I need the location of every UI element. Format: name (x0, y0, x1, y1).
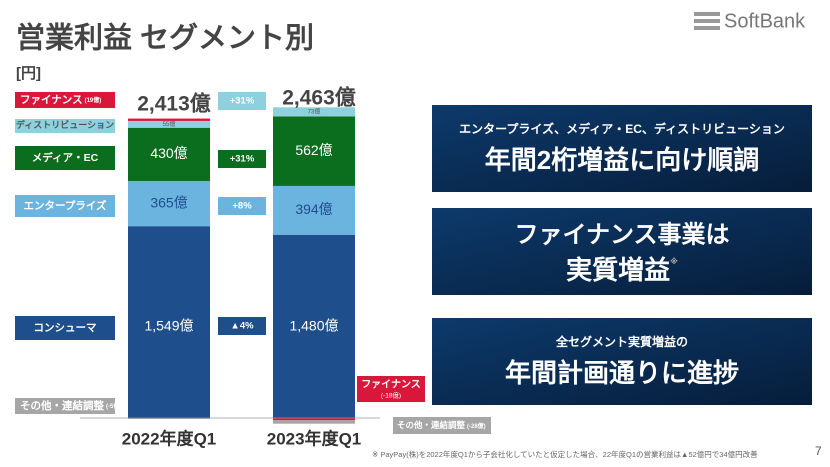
change-box (218, 317, 266, 335)
legend-label: ディストリビューション (16, 119, 114, 130)
panel-mark: ※ (670, 256, 678, 266)
bar-segment (273, 418, 355, 421)
legend-label: その他・連結調整 (-5億) (20, 399, 121, 412)
other-name: その他・連結調整 (397, 420, 466, 430)
bar-segment (128, 120, 210, 128)
bar-segment (128, 418, 210, 419)
logo: SoftBank (724, 10, 806, 32)
title: 営業利益 セグメント別 (16, 21, 314, 55)
value-label: 1,480億 (289, 318, 338, 334)
bar-segment (273, 185, 355, 235)
legend-name: その他・連結調整 (20, 399, 104, 412)
panel (432, 105, 812, 192)
logo-icon (694, 12, 720, 30)
bar-segment (273, 116, 355, 186)
panel-main: 年間計画通りに進捗 (505, 358, 739, 388)
category-label: 2023年度Q1 (267, 428, 362, 448)
panel-main2: 実質増益※ (566, 255, 678, 285)
panel-main2-text: 実質増益 (566, 255, 670, 285)
bar-segment (128, 127, 210, 181)
legend-label: エンタープライズ (23, 199, 107, 212)
other-label: その他・連結調整 (-28億) (397, 420, 486, 430)
finance-value: (-18億) (381, 391, 401, 400)
legend-value: (-5億) (106, 402, 121, 410)
value-label: 365億 (150, 194, 187, 210)
panel-sub: 全セグメント実質増益の (555, 334, 688, 349)
change-label: +8% (232, 201, 252, 212)
other-value: (-28億) (467, 422, 486, 430)
legend-name: コンシューマ (34, 322, 97, 334)
footnote: ※ PayPay(株)を2022年度Q1から子会社化していたと仮定した場合、22… (372, 449, 758, 459)
panel (432, 318, 812, 405)
value-label: 430億 (150, 145, 187, 161)
legend-value: (19億) (85, 96, 102, 104)
value-label: 1,549億 (144, 318, 193, 334)
bar-segment (273, 420, 355, 424)
change-label: +31% (230, 154, 255, 165)
page-number: 7 (815, 444, 822, 458)
bar-segment (128, 226, 210, 418)
bar-segment (128, 118, 210, 121)
total-label: 2,413億 (137, 92, 211, 116)
change-label: ▲4% (230, 321, 254, 332)
other-box (393, 417, 491, 434)
bar-segment (273, 107, 355, 117)
value-label: 394億 (295, 201, 332, 217)
legend-label: メディア・EC (32, 151, 99, 164)
panel-sub: エンタープライズ、メディア・EC、ディストリビューション (459, 121, 785, 136)
legend-name: メディア・EC (32, 151, 99, 164)
change-box (218, 150, 266, 168)
legend-box (15, 92, 115, 108)
category-label: 2022年度Q1 (122, 428, 217, 448)
unit: [円] (16, 65, 41, 82)
legend-box (15, 119, 115, 133)
legend-box (15, 195, 115, 217)
total-label: 2,463億 (282, 86, 356, 110)
value-label: 562億 (295, 142, 332, 158)
change-label: +31% (230, 96, 255, 107)
legend-box (15, 316, 115, 340)
value-label: 55億 (163, 120, 176, 128)
legend-label: ファイナンス (19億) (20, 94, 101, 106)
legend-name: ファイナンス (20, 94, 83, 106)
finance-box (357, 376, 425, 402)
bar-segment (128, 180, 210, 227)
panel-main: 年間2桁増益に向け順調 (485, 145, 759, 175)
legend-label: コンシューマ (34, 322, 97, 334)
finance-name: ファイナンス (361, 379, 421, 391)
change-box (218, 197, 266, 215)
panel (432, 208, 812, 295)
legend-box (15, 146, 115, 170)
legend-box (15, 398, 115, 414)
bar-segment (273, 234, 355, 418)
panel-main: ファイナンス事業は (514, 221, 729, 248)
change-box (218, 92, 266, 110)
legend-name: ディストリビューション (16, 119, 114, 130)
value-label: 73億 (308, 107, 321, 115)
legend-name: エンタープライズ (23, 199, 107, 212)
